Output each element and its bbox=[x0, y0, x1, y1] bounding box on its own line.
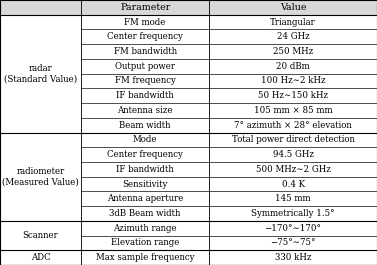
Text: 500 MHz∼2 GHz: 500 MHz∼2 GHz bbox=[256, 165, 331, 174]
Text: Sensitivity: Sensitivity bbox=[123, 179, 168, 188]
Text: Max sample frequency: Max sample frequency bbox=[96, 253, 195, 262]
Bar bbox=[209, 59, 377, 74]
Text: Center frequency: Center frequency bbox=[107, 32, 183, 41]
Bar bbox=[81, 0, 209, 15]
Bar bbox=[81, 221, 209, 236]
Text: 0.4 K: 0.4 K bbox=[282, 179, 305, 188]
Text: 20 dBm: 20 dBm bbox=[276, 62, 310, 71]
Bar bbox=[209, 118, 377, 132]
Bar bbox=[81, 191, 209, 206]
Bar bbox=[209, 250, 377, 265]
Bar bbox=[81, 59, 209, 74]
Bar bbox=[209, 74, 377, 88]
Bar bbox=[81, 74, 209, 88]
Text: Antenna size: Antenna size bbox=[117, 106, 173, 115]
Text: Beam width: Beam width bbox=[120, 121, 171, 130]
Bar bbox=[81, 132, 209, 147]
Bar bbox=[81, 88, 209, 103]
Bar bbox=[209, 236, 377, 250]
Bar bbox=[81, 206, 209, 221]
Text: 24 GHz: 24 GHz bbox=[277, 32, 310, 41]
Bar bbox=[81, 147, 209, 162]
Bar bbox=[81, 44, 209, 59]
Bar bbox=[209, 0, 377, 15]
Bar bbox=[209, 15, 377, 29]
Text: Azimuth range: Azimuth range bbox=[113, 224, 177, 233]
Text: Value: Value bbox=[280, 3, 307, 12]
Bar bbox=[209, 221, 377, 236]
Text: radiometer
(Measured Value): radiometer (Measured Value) bbox=[2, 167, 79, 186]
Text: −170°∼170°: −170°∼170° bbox=[265, 224, 322, 233]
Bar bbox=[209, 88, 377, 103]
Bar bbox=[81, 177, 209, 191]
Bar bbox=[0, 132, 81, 221]
Text: Mode: Mode bbox=[133, 135, 157, 144]
Text: ADC: ADC bbox=[31, 253, 51, 262]
Text: 100 Hz∼2 kHz: 100 Hz∼2 kHz bbox=[261, 77, 325, 86]
Bar bbox=[81, 103, 209, 118]
Text: IF bandwidth: IF bandwidth bbox=[116, 91, 174, 100]
Bar bbox=[0, 221, 81, 250]
Text: FM frequency: FM frequency bbox=[115, 77, 176, 86]
Bar bbox=[209, 44, 377, 59]
Text: Total power direct detection: Total power direct detection bbox=[232, 135, 354, 144]
Bar bbox=[0, 0, 81, 15]
Bar bbox=[209, 29, 377, 44]
Bar bbox=[81, 29, 209, 44]
Bar bbox=[209, 147, 377, 162]
Text: FM mode: FM mode bbox=[124, 17, 166, 26]
Bar bbox=[0, 15, 81, 132]
Bar bbox=[209, 206, 377, 221]
Text: Triangular: Triangular bbox=[270, 17, 316, 26]
Text: 105 mm × 85 mm: 105 mm × 85 mm bbox=[254, 106, 333, 115]
Text: Symmetrically 1.5°: Symmetrically 1.5° bbox=[251, 209, 335, 218]
Bar bbox=[81, 118, 209, 132]
Text: 250 MHz: 250 MHz bbox=[273, 47, 313, 56]
Bar bbox=[81, 250, 209, 265]
Text: 3dB Beam width: 3dB Beam width bbox=[109, 209, 181, 218]
Bar bbox=[209, 177, 377, 191]
Text: 7° azimuth × 28° elevation: 7° azimuth × 28° elevation bbox=[234, 121, 352, 130]
Text: FM bandwidth: FM bandwidth bbox=[113, 47, 177, 56]
Text: Elevation range: Elevation range bbox=[111, 238, 179, 248]
Text: IF bandwidth: IF bandwidth bbox=[116, 165, 174, 174]
Text: 94.5 GHz: 94.5 GHz bbox=[273, 150, 314, 159]
Text: Antenna aperture: Antenna aperture bbox=[107, 194, 183, 203]
Text: Center frequency: Center frequency bbox=[107, 150, 183, 159]
Text: −75°∼75°: −75°∼75° bbox=[270, 238, 316, 248]
Bar bbox=[209, 103, 377, 118]
Bar bbox=[81, 15, 209, 29]
Bar bbox=[81, 236, 209, 250]
Text: Output power: Output power bbox=[115, 62, 175, 71]
Text: Scanner: Scanner bbox=[23, 231, 58, 240]
Text: 145 mm: 145 mm bbox=[275, 194, 311, 203]
Text: 330 kHz: 330 kHz bbox=[275, 253, 311, 262]
Text: radar
(Standard Value): radar (Standard Value) bbox=[4, 64, 77, 83]
Bar bbox=[209, 132, 377, 147]
Bar bbox=[209, 191, 377, 206]
Bar bbox=[209, 162, 377, 177]
Text: Parameter: Parameter bbox=[120, 3, 170, 12]
Text: 50 Hz∼150 kHz: 50 Hz∼150 kHz bbox=[258, 91, 328, 100]
Bar bbox=[0, 250, 81, 265]
Bar bbox=[81, 162, 209, 177]
